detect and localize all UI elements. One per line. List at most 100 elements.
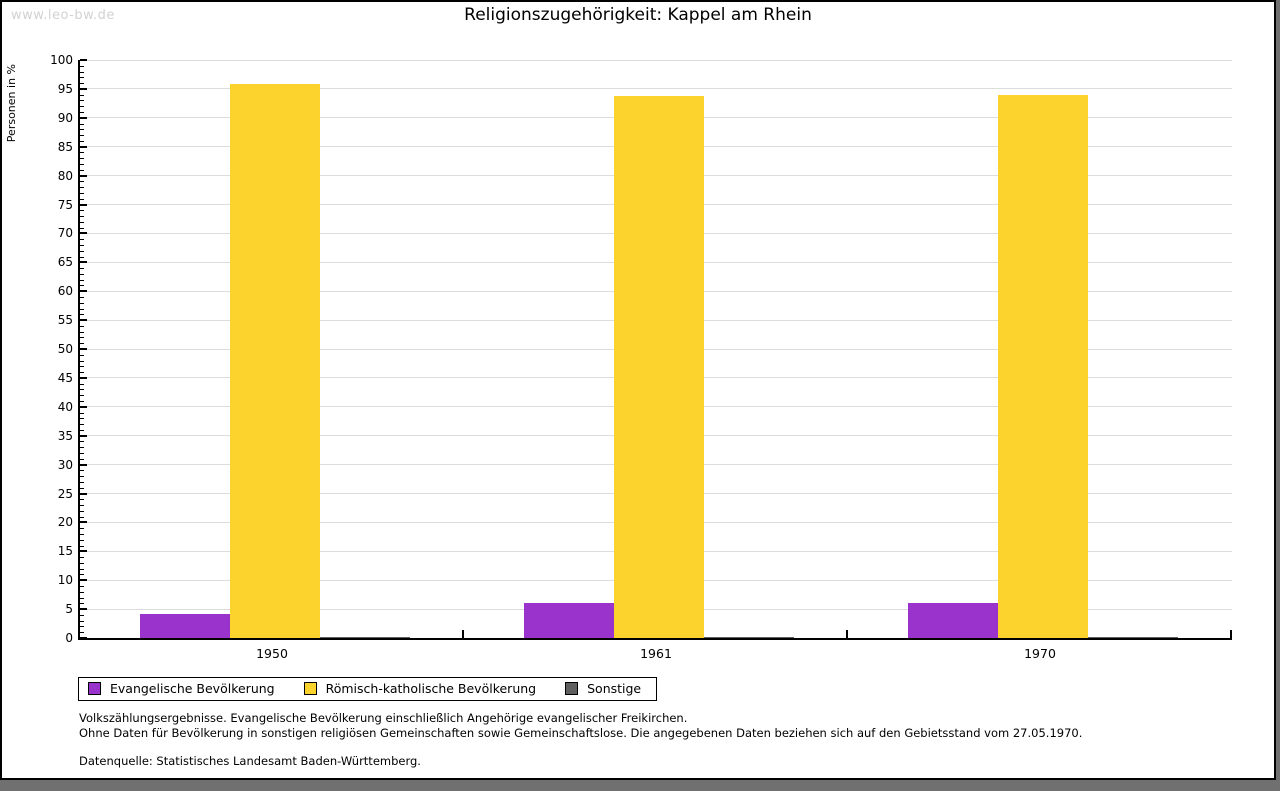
legend-item: Sonstige	[565, 681, 641, 696]
y-axis-tick-label: 35	[57, 428, 73, 443]
y-axis-minor-tick	[80, 325, 84, 327]
y-axis-minor-tick	[80, 314, 84, 316]
y-axis-tick	[80, 87, 87, 90]
footnote-line: Volkszählungsergebnisse. Evangelische Be…	[79, 711, 688, 725]
y-axis-tick-label: 95	[57, 81, 73, 96]
y-axis-minor-tick	[80, 273, 84, 275]
y-axis-minor-tick	[80, 597, 84, 599]
y-axis-minor-tick	[80, 510, 84, 512]
y-axis-minor-tick	[80, 285, 84, 287]
y-axis-minor-tick	[80, 331, 84, 333]
y-axis-tick-label: 30	[57, 457, 73, 472]
y-axis-minor-tick	[80, 603, 84, 605]
y-axis-minor-tick	[80, 412, 84, 414]
y-axis-minor-tick	[80, 429, 84, 431]
y-axis-minor-tick	[80, 366, 84, 368]
footnote-datasource: Datenquelle: Statistisches Landesamt Bad…	[79, 754, 421, 768]
y-axis-minor-tick	[80, 487, 84, 489]
y-axis-tick-label: 85	[57, 139, 73, 154]
y-axis-minor-tick	[80, 458, 84, 460]
y-axis-tick	[80, 579, 87, 582]
y-axis-tick-label: 55	[57, 313, 73, 328]
y-axis-minor-tick	[80, 302, 84, 304]
y-axis-tick	[80, 492, 87, 495]
y-axis-tick-label: 80	[57, 168, 73, 183]
y-axis-minor-tick	[80, 360, 84, 362]
x-axis-tick	[1230, 630, 1232, 638]
y-axis-minor-tick	[80, 198, 84, 200]
bar-1970	[1088, 636, 1178, 638]
footnotes: Volkszählungsergebnisse. Evangelische Be…	[79, 711, 1254, 769]
y-axis-tick	[80, 261, 87, 264]
y-axis-tick-label: 5	[65, 602, 73, 617]
legend: Evangelische Bevölkerung Römisch-katholis…	[78, 677, 658, 701]
y-axis-minor-tick	[80, 533, 84, 535]
y-axis-minor-tick	[80, 389, 84, 391]
y-axis-minor-tick	[80, 169, 84, 171]
y-axis-minor-tick	[80, 470, 84, 472]
plot-area: 0 5 10 15 20 25 30 35 40 45 50 55 60 65 70 75 80 85 90 95 10…	[50, 53, 1232, 661]
y-axis-tick-label: 75	[57, 197, 73, 212]
y-axis-minor-tick	[80, 614, 84, 616]
y-axis-minor-tick	[80, 129, 84, 131]
y-axis-minor-tick	[80, 135, 84, 137]
legend-swatch-icon	[303, 682, 317, 695]
y-axis-minor-tick	[80, 395, 84, 397]
y-axis-minor-tick	[80, 383, 84, 385]
y-axis-minor-tick	[80, 337, 84, 339]
y-axis-minor-tick	[80, 481, 84, 483]
y-axis-tick	[80, 405, 87, 408]
y-axis-tick	[80, 521, 87, 524]
y-axis-minor-tick	[80, 539, 84, 541]
y-axis-minor-tick	[80, 250, 84, 252]
y-axis-tick-label: 45	[57, 370, 73, 385]
y-axis-minor-tick	[80, 516, 84, 518]
y-axis-minor-tick	[80, 401, 84, 403]
watermark-url: www.leo-bw.de	[11, 8, 115, 23]
y-axis-tick	[80, 348, 87, 350]
y-axis-minor-tick	[80, 585, 84, 587]
y-axis-minor-tick	[80, 620, 84, 622]
y-axis-tick	[80, 174, 87, 177]
y-axis-minor-tick	[80, 94, 84, 96]
y-axis-minor-tick	[80, 545, 84, 547]
legend-item: Evangelische Bevölkerung	[88, 681, 275, 696]
y-axis-minor-tick	[80, 100, 84, 102]
y-axis-minor-tick	[80, 221, 84, 223]
y-axis-minor-tick	[80, 574, 84, 576]
y-axis-tick-label: 40	[57, 399, 73, 414]
gridline	[80, 59, 1232, 61]
legend-swatch-icon	[88, 682, 101, 695]
y-axis-minor-tick	[80, 227, 84, 229]
y-axis-tick	[80, 434, 87, 437]
y-axis-label: Personen in %	[5, 64, 18, 143]
y-axis-minor-tick	[80, 591, 84, 593]
y-axis-minor-tick	[80, 83, 84, 85]
legend-item: Römisch-katholische Bevölkerung	[303, 681, 536, 696]
y-axis-tick-label: 15	[57, 544, 73, 559]
y-axis-tick	[80, 145, 87, 148]
y-axis-minor-tick	[80, 77, 84, 79]
y-axis-tick-label: 65	[57, 255, 73, 270]
y-axis-minor-tick	[80, 210, 84, 212]
y-axis-tick-label: 90	[57, 110, 73, 125]
y-axis-minor-tick	[80, 152, 84, 154]
y-axis-minor-tick	[80, 447, 84, 449]
y-axis-minor-tick	[80, 296, 84, 298]
y-axis-minor-tick	[80, 354, 84, 356]
y-axis-tick	[80, 376, 87, 379]
y-axis-minor-tick	[80, 424, 84, 426]
y-axis-minor-tick	[80, 476, 84, 478]
x-axis-category-label: 1961	[640, 646, 672, 661]
y-axis-minor-tick	[80, 441, 84, 443]
y-axis-minor-tick	[80, 372, 84, 374]
y-axis-tick-label: 50	[57, 342, 73, 356]
bar-1961	[614, 95, 704, 638]
bar-1970	[908, 602, 998, 638]
y-axis-minor-tick	[80, 557, 84, 559]
y-axis-tick-label: 70	[57, 226, 73, 241]
y-axis-tick-label: 25	[57, 486, 73, 501]
chart-title: Religionszugehörigkeit: Kappel am Rhein	[464, 5, 812, 25]
y-axis-minor-tick	[80, 106, 84, 108]
y-axis-tick-label: 100	[50, 53, 73, 67]
